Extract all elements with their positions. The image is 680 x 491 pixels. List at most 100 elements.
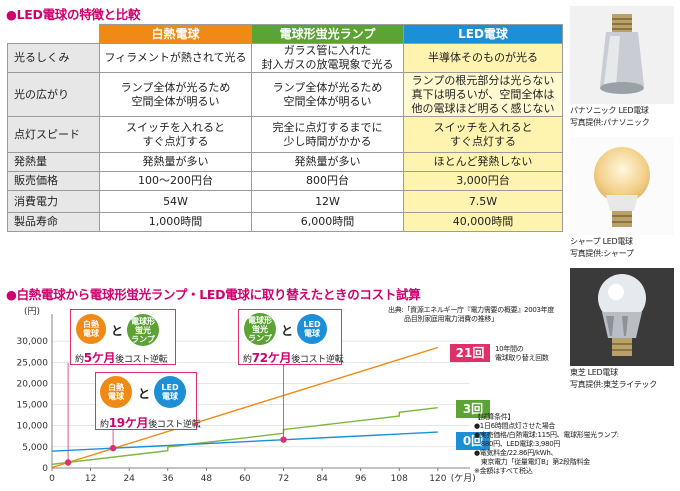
- y-tick-label: 10,000: [17, 422, 49, 432]
- bulb-image-toshiba: [570, 268, 674, 366]
- table-cell: ランプの根元部分は光らない 真下は明るいが、空間全体は 他の電球ほど明るく感じない: [403, 72, 563, 117]
- x-tick-label: 48: [201, 474, 213, 484]
- reversal-text: 約72ケ月後コスト逆転: [243, 351, 344, 365]
- photo-credit: 写真提供:東芝ライテック: [570, 380, 657, 389]
- row-label: 消費電力: [7, 190, 100, 213]
- table-cell: スイッチを入れると すぐ点灯する: [403, 116, 563, 153]
- crossing-point: [280, 436, 287, 443]
- cell-line: 1,000時間: [148, 215, 203, 228]
- y-tick-label: 20,000: [17, 379, 49, 389]
- table-row: 光るしくみ フィラメントが熱されて光る ガラス管に入れた 封入ガスの放電現象で光る 半導…: [7, 43, 563, 73]
- callout-incandescent-vs-led: 白熱 電球 と LED 電球 約19ケ月後コスト逆転: [95, 372, 201, 430]
- table-cell: 6,000時間: [251, 212, 404, 232]
- table-cell: 100〜200円台: [99, 171, 252, 191]
- cell-line: 54W: [163, 194, 188, 208]
- cell-line: フィラメントが熱されて光る: [104, 51, 247, 64]
- row-label: 販売価格: [7, 171, 100, 191]
- header-fluorescent: 電球形蛍光ランプ: [251, 24, 404, 44]
- source-note: 出典:「資源エネルギー庁『電力需要の概要』2003年度 品目別家庭用電力消費の推…: [388, 306, 554, 324]
- row-label: 発熱量: [7, 152, 100, 172]
- y-tick-label: 25,000: [17, 358, 49, 368]
- x-tick-label: 108: [391, 474, 408, 484]
- section-title-text: LED電球の特徴と比較: [16, 7, 141, 22]
- condition-line: ※金額はすべて税込: [474, 467, 533, 475]
- and-text: と: [138, 387, 151, 401]
- cell-line: 3,000円台: [456, 174, 510, 187]
- cell-line: すぐ点灯する: [142, 134, 209, 148]
- section-title-cost: ●白熱電球から電球形蛍光ランプ・LED電球に取り替えたときのコスト試算: [6, 287, 421, 302]
- bulb-image-panasonic: [570, 6, 674, 104]
- table-cell: 1,000時間: [99, 212, 252, 232]
- photo-toshiba: 東芝 LED電球 写真提供:東芝ライテック: [570, 268, 674, 390]
- crossing-point: [64, 459, 72, 466]
- photo-credit: 写真提供:パナソニック: [570, 118, 650, 127]
- incandescent-circle: 白熱 電球: [76, 314, 106, 344]
- tag-fluorescent-replacements: 3回: [456, 400, 490, 418]
- fluorescent-circle: 電球形 蛍光 ランプ: [127, 314, 159, 346]
- header-incandescent: 白熱電球: [99, 24, 252, 44]
- and-text: と: [281, 324, 294, 338]
- condition-line: ●電気料金/22.86円/kWh、: [474, 449, 558, 457]
- cell-line: 発熱量が多い: [142, 155, 209, 168]
- cell-line: ガラス管に入れた: [283, 44, 372, 57]
- bulb-image-sharp: [570, 137, 674, 235]
- table-cell: 完全に点灯するまでに 少し時間がかかる: [251, 116, 404, 153]
- y-tick-label: 5,000: [22, 443, 48, 453]
- row-label: 点灯スピード: [7, 116, 100, 153]
- y-unit-label: (円): [24, 306, 40, 317]
- cell-line: 40,000時間: [452, 215, 514, 228]
- header-led: LED電球: [403, 24, 563, 44]
- condition-line: 880円、LED電球:3,980円: [474, 440, 561, 448]
- table-cell: 半導体そのものが光る: [403, 43, 563, 73]
- cell-line: 12W: [315, 194, 340, 208]
- series-line-led: [51, 431, 438, 452]
- cell-line: 空間全体が明るい: [283, 94, 372, 108]
- y-tick-label: 0: [42, 464, 48, 474]
- reversal-text: 約19ケ月後コスト逆転: [100, 416, 201, 430]
- cell-line: 半導体そのものが光る: [428, 51, 538, 64]
- crossing-point: [109, 444, 117, 452]
- row-label: 光の広がり: [7, 72, 100, 117]
- cell-line: 100〜200円台: [138, 174, 213, 187]
- x-tick-label: 36: [162, 474, 174, 484]
- table-cell: ランプ全体が光るため 空間全体が明るい: [251, 72, 404, 117]
- cell-line: ランプ全体が光るため: [120, 80, 231, 94]
- table-row: 消費電力 54W 12W 7.5W: [7, 190, 563, 213]
- table-cell: ランプ全体が光るため 空間全体が明るい: [99, 72, 252, 117]
- x-tick-label: 12: [85, 474, 96, 484]
- cell-line: 6,000時間: [300, 215, 355, 228]
- x-tick-label: 120: [429, 474, 446, 484]
- photo-caption: 東芝 LED電球: [570, 368, 618, 377]
- cell-line: 800円台: [306, 174, 349, 187]
- cell-line: ランプの根元部分は光らない: [411, 73, 555, 87]
- photo-sharp: シャープ LED電球 写真提供:シャープ: [570, 137, 674, 259]
- section-title-text: 白熱電球から電球形蛍光ランプ・LED電球に取り替えたときのコスト試算: [16, 287, 421, 302]
- row-label: 光るしくみ: [7, 43, 100, 73]
- source-line: 品目別家庭用電力消費の推移」: [404, 315, 498, 323]
- row-label: 製品寿命: [7, 212, 100, 232]
- table-cell: 発熱量が多い: [251, 152, 404, 172]
- and-text: と: [111, 324, 124, 338]
- cell-line: すぐ点灯する: [450, 134, 516, 148]
- condition-line: ●1日6時間点灯させた場合: [474, 422, 556, 430]
- table-cell: ほとんど発熱しない: [403, 152, 563, 172]
- cell-line: 少し時間がかかる: [283, 134, 372, 148]
- cell-line: 真下は明るいが、空間全体は: [411, 87, 555, 101]
- table-row: 製品寿命 1,000時間 6,000時間 40,000時間: [7, 212, 563, 232]
- calculation-conditions: 【試算条件】 ●1日6時間点灯させた場合 ●実売価格/白熱電球:115円、電球形…: [474, 413, 619, 476]
- table-cell: 発熱量が多い: [99, 152, 252, 172]
- table-cell: スイッチを入れると すぐ点灯する: [99, 116, 252, 153]
- tag-incandescent-replacements: 21回: [450, 344, 490, 362]
- y-tick-label: 15,000: [17, 401, 49, 411]
- photo-caption: パナソニック LED電球: [570, 106, 649, 115]
- cell-line: 他の電球ほど明るく感じない: [411, 101, 555, 115]
- table-cell: ガラス管に入れた 封入ガスの放電現象で光る: [251, 43, 404, 73]
- led-circle: LED 電球: [154, 376, 186, 408]
- tag-note: 10年間の 電球取り替え回数: [495, 345, 549, 363]
- condition-line: 東京電力「従量電灯B」第2段階料金: [474, 458, 590, 466]
- fluorescent-circle: 電球形 蛍光 ランプ: [244, 313, 276, 345]
- tag-led-replacements: 0回: [456, 432, 490, 450]
- table-cell: フィラメントが熱されて光る: [99, 43, 252, 73]
- comparison-table: 白熱電球 電球形蛍光ランプ LED電球 光るしくみ フィラメントが熱されて光る ガラ…: [7, 24, 563, 232]
- reversal-text: 約5ケ月後コスト逆転: [75, 351, 168, 365]
